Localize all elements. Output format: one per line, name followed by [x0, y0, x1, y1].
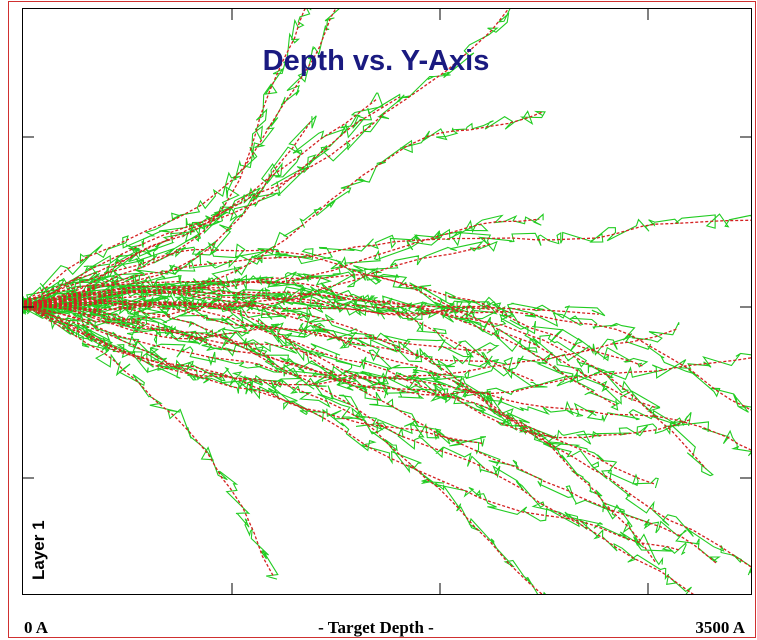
ion-path — [23, 289, 618, 407]
ion-path — [23, 9, 510, 309]
recoil-cascade — [23, 291, 500, 358]
ion-path — [23, 96, 401, 303]
x-start-label: 0 A — [24, 618, 49, 637]
recoil-cascade — [23, 296, 493, 369]
recoil-cascade — [23, 287, 606, 319]
ion-path — [23, 302, 384, 393]
ion-path — [23, 306, 751, 396]
trajectories — [23, 9, 751, 594]
plot-frame — [22, 8, 752, 595]
layer-label: Layer 1 — [29, 520, 48, 580]
recoil-cascade — [23, 302, 751, 457]
ion-path — [23, 303, 483, 445]
x-axis-title: - Target Depth - — [318, 618, 434, 637]
recoil-cascade — [23, 286, 751, 576]
recoil-cascade — [23, 283, 714, 477]
recoil-cascade — [23, 302, 388, 399]
ion-path — [23, 291, 751, 568]
ion-path — [23, 274, 644, 367]
chart-title: Depth vs. Y-Axis — [263, 45, 490, 77]
recoil-cascade — [23, 298, 751, 402]
ion-path — [23, 301, 543, 594]
recoil-cascade — [23, 300, 547, 594]
ion-path — [23, 301, 751, 451]
ion-path — [23, 293, 599, 315]
ion-path — [23, 308, 680, 551]
frame-ticks — [23, 9, 751, 594]
x-end-label: 3500 A — [695, 618, 745, 637]
recoil-cascade — [23, 269, 649, 368]
recoil-cascade — [23, 292, 692, 594]
ion-path — [23, 9, 306, 306]
recoil-cascade — [23, 115, 317, 314]
recoil-cascade — [26, 9, 312, 310]
recoil-cascade — [23, 9, 511, 315]
ion-path — [23, 301, 655, 485]
ion-path — [23, 99, 377, 310]
ion-path — [23, 289, 707, 470]
recoil-cascade — [23, 213, 751, 309]
ion-path — [23, 111, 543, 305]
ion-path — [23, 248, 656, 409]
ion-path — [23, 285, 751, 411]
ion-path — [23, 304, 657, 564]
ion-path — [23, 300, 692, 439]
ion-path — [23, 301, 487, 363]
recoil-cascade — [23, 299, 664, 566]
recoil-cascade — [23, 9, 340, 305]
ion-path — [23, 297, 494, 352]
outer-frame — [8, 1, 756, 638]
recoil-cascade — [23, 110, 546, 304]
ion-path — [23, 299, 695, 594]
ion-path — [23, 219, 751, 306]
